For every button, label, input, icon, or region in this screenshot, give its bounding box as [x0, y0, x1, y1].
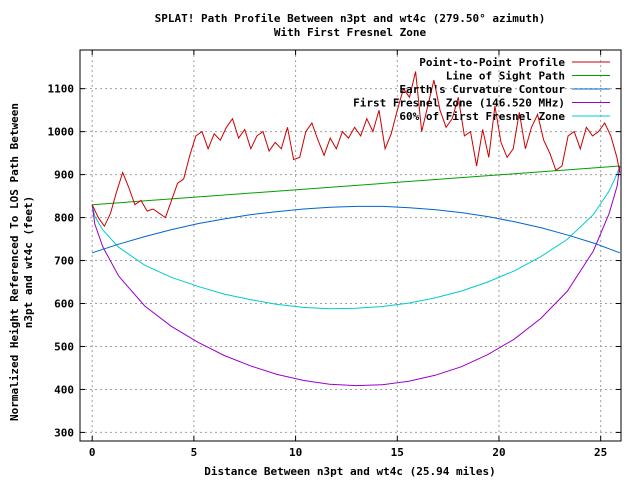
- plot-frame: [79, 49, 622, 442]
- legend-entry-label: Earth's Curvature Contour: [399, 83, 565, 96]
- x-tick-label: 0: [89, 446, 96, 459]
- y-tick-label: 300: [54, 426, 74, 439]
- y-axis-label-line-1: Normalized Height Referenced To LOS Path…: [8, 103, 21, 421]
- x-tick-label: 5: [191, 446, 198, 459]
- x-tick-label: 25: [594, 446, 607, 459]
- legend-entry-label: Point-to-Point Profile: [419, 56, 565, 69]
- chart-subtitle: With First Fresnel Zone: [274, 26, 427, 39]
- series-line-1: [92, 165, 620, 206]
- x-tick-label: 10: [289, 446, 302, 459]
- legend-entry-label: Line of Sight Path: [446, 70, 565, 83]
- legend-entry-label: 60% of First Fresnel Zone: [399, 110, 565, 123]
- y-tick-label: 900: [54, 169, 74, 182]
- x-tick-label: 15: [391, 446, 404, 459]
- series-line-3: [91, 165, 621, 387]
- y-tick-label: 400: [54, 383, 74, 396]
- y-axis-label-line-2: n3pt and wt4c (feet): [22, 196, 35, 328]
- y-tick-label: 700: [54, 255, 74, 268]
- y-tick-label: 500: [54, 340, 74, 353]
- chart-title: SPLAT! Path Profile Between n3pt and wt4…: [155, 12, 546, 25]
- x-tick-label: 20: [492, 446, 505, 459]
- y-tick-label: 1000: [48, 126, 75, 139]
- y-axis-label: Normalized Height Referenced To LOS Path…: [8, 103, 35, 421]
- y-tick-label: 600: [54, 298, 74, 311]
- series-line-4: [91, 165, 621, 310]
- series-line-2: [92, 205, 620, 254]
- x-axis-label: Distance Between n3pt and wt4c (25.94 mi…: [204, 465, 495, 478]
- axis-ticks: 0 5 10 15 20 25 300 400 500 600 700 800 900 1000 1100: [48, 50, 621, 459]
- y-tick-label: 1100: [48, 83, 75, 96]
- legend-entry-label: First Fresnel Zone (146.520 MHz): [353, 97, 565, 110]
- y-tick-label: 800: [54, 212, 74, 225]
- series-lines: [91, 71, 621, 387]
- series-line-0: [91, 71, 621, 228]
